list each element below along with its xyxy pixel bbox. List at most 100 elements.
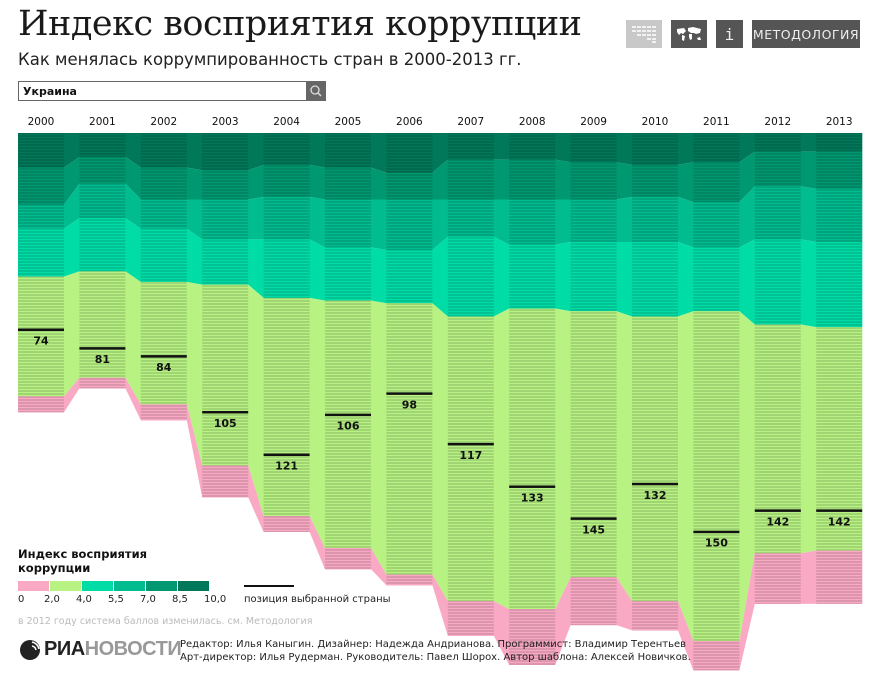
selected-rank-marker [18, 328, 64, 332]
band-bar [18, 167, 64, 205]
legend-swatch [114, 581, 145, 591]
band-bar [509, 609, 556, 665]
band-bar [386, 250, 433, 304]
selected-rank-label: 81 [95, 353, 110, 366]
band-bar [509, 199, 556, 245]
year-label: 2008 [518, 116, 546, 128]
band-bar [632, 196, 678, 243]
band-bar [754, 553, 801, 604]
selected-rank-marker [386, 392, 433, 395]
ria-novosti-logo[interactable]: РИА НОВОСТИ [18, 638, 182, 661]
band-bar [18, 228, 64, 277]
band-bar [263, 196, 310, 240]
selected-rank-label: 142 [828, 515, 851, 528]
table-view-icon [632, 26, 656, 43]
band-bar [263, 239, 310, 298]
band-bar [693, 311, 740, 642]
map-view-button[interactable] [671, 20, 707, 48]
band-bar [693, 133, 740, 163]
selected-rank-label: 121 [275, 460, 298, 473]
year-label: 2006 [396, 116, 423, 128]
band-bar [693, 162, 740, 203]
band-bar [263, 133, 310, 165]
selected-rank-label: 106 [337, 420, 360, 433]
legend-tick-label: 7,0 [140, 594, 156, 605]
legend-tick-label: 4,0 [76, 594, 92, 605]
band-bar [816, 550, 863, 604]
info-button[interactable]: i [716, 20, 743, 48]
band-bar [386, 574, 433, 586]
band-bar [202, 465, 249, 498]
selected-rank-label: 145 [582, 523, 605, 536]
year-label: 2005 [334, 116, 362, 128]
band-bar [509, 133, 556, 160]
year-label: 2004 [273, 116, 300, 128]
band-bar [693, 247, 740, 312]
selected-rank-label: 105 [214, 417, 237, 430]
band-bar [140, 167, 187, 200]
legend-tick-label: 5,5 [108, 594, 124, 605]
band-bar [140, 281, 187, 405]
band-bar [202, 133, 249, 171]
year-label: 2011 [703, 116, 730, 128]
selected-rank-marker [632, 482, 678, 486]
year-label: 2002 [150, 116, 178, 128]
page-subtitle: Как менялась коррумпированность стран в … [18, 50, 522, 69]
legend-title: Индекс восприятия коррупции [18, 547, 147, 575]
year-label: 2013 [825, 116, 853, 128]
band-bar [79, 377, 126, 389]
band-bar [816, 133, 863, 152]
selected-rank-marker [447, 442, 494, 446]
year-label: 2001 [89, 116, 116, 128]
band-bar [570, 577, 617, 626]
legend-position-line [244, 585, 294, 587]
band-bar [570, 311, 617, 578]
selected-rank-marker [202, 410, 249, 414]
page-title: Индекс восприятия коррупции [18, 4, 582, 44]
selected-rank-label: 133 [521, 491, 544, 504]
band-bar [447, 601, 494, 636]
band-bar [754, 324, 801, 554]
band-bar [263, 516, 310, 532]
legend-tick-label: 10,0 [204, 594, 227, 605]
band-bar [79, 133, 126, 157]
band-bar [509, 244, 556, 309]
band-bar [509, 308, 556, 610]
country-search [18, 81, 326, 101]
band-bar [79, 218, 126, 272]
band-bar [816, 242, 863, 328]
methodology-button[interactable]: МЕТОДОЛОГИЯ [752, 20, 860, 48]
methodology-note[interactable]: в 2012 году система баллов изменилась. с… [18, 616, 313, 627]
legend-title-line2: коррупции [18, 561, 91, 575]
search-button[interactable] [306, 82, 325, 100]
world-map-icon [677, 27, 701, 41]
band-bar [325, 199, 371, 248]
selected-rank-marker [816, 509, 863, 512]
band-bar [263, 164, 310, 197]
band-bar [386, 133, 433, 173]
selected-rank-label: 98 [402, 398, 417, 411]
year-label: 2000 [27, 116, 55, 128]
table-view-button[interactable] [626, 20, 662, 48]
selected-rank-marker [754, 509, 801, 512]
band-bar [570, 199, 617, 243]
band-bar [816, 188, 863, 243]
band-bar [79, 271, 126, 378]
band-bar [816, 327, 863, 551]
legend-swatch [178, 581, 209, 591]
band-bar [570, 162, 617, 200]
logo-text-ria: РИА [44, 638, 85, 660]
selected-rank-label: 132 [644, 489, 667, 502]
band-bar [816, 151, 863, 189]
band-bar [632, 316, 678, 602]
band-bar [570, 133, 617, 163]
band-bar [325, 247, 371, 301]
credits-line1: Редактор: Илья Каныгин. Дизайнер: Надежд… [180, 639, 687, 650]
band-bar [386, 303, 433, 575]
band-bar [140, 404, 187, 421]
year-label: 2009 [580, 116, 607, 128]
band-bar [263, 297, 310, 517]
country-search-input[interactable] [19, 82, 305, 100]
legend-tick-label: 0 [18, 594, 25, 605]
